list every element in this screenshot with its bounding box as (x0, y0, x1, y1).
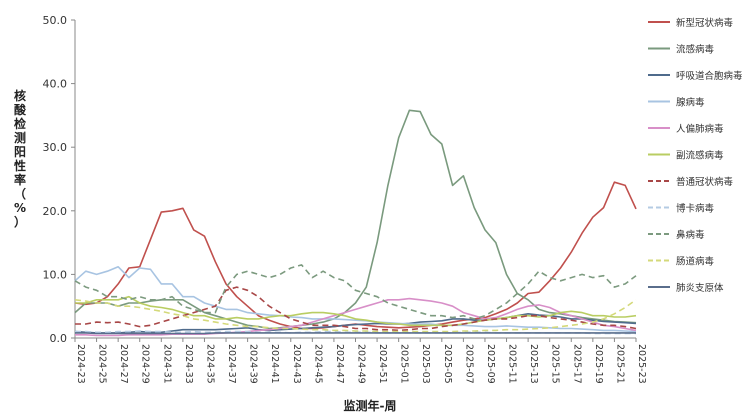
legend-label: 肺炎支原体 (676, 282, 724, 294)
x-tick-label: 2025-13 (528, 344, 539, 384)
series-line-8 (74, 264, 637, 320)
series-line-6 (75, 286, 637, 332)
x-tick-label: 2025-03 (420, 344, 431, 384)
legend-label: 肠道病毒 (676, 256, 715, 268)
legend-label: 副流感病毒 (676, 150, 724, 162)
x-tick-label: 2024-35 (204, 344, 215, 384)
y-tick-label: 10.0 (43, 268, 68, 281)
series-lines (74, 109, 637, 337)
x-tick-label: 2025-11 (507, 344, 518, 384)
x-tick-label: 2024-41 (269, 344, 280, 384)
x-tick-label: 2024-37 (226, 344, 237, 384)
y-tick-label: 20.0 (43, 205, 68, 218)
legend-label: 人偏肺病毒 (676, 123, 724, 135)
x-tick-label: 2024-39 (248, 344, 259, 384)
y-axis-title: 核酸检测阳性率（%） (13, 88, 27, 229)
y-tick-label: 30.0 (43, 141, 68, 154)
series-line-1 (74, 109, 637, 330)
x-tick-label: 2024-49 (356, 344, 367, 384)
x-tick-label: 2025-15 (550, 344, 561, 384)
legend-label: 新型冠状病毒 (676, 17, 734, 29)
legend: 新型冠状病毒流感病毒呼吸道合胞病毒腺病毒人偏肺病毒副流感病毒普通冠状病毒博卡病毒… (648, 17, 742, 294)
y-tick-label: 50.0 (43, 14, 68, 27)
y-tick-label: 0.0 (50, 332, 68, 345)
x-tick-label: 2024-31 (161, 344, 172, 384)
y-axis: 0.0 10.0 20.0 30.0 40.0 50.0 (43, 14, 76, 345)
x-tick-label: 2024-47 (334, 344, 345, 384)
x-tick-label: 2024-51 (377, 344, 388, 384)
legend-label: 腺病毒 (676, 97, 705, 109)
x-tick-label: 2025-23 (636, 344, 647, 384)
x-axis-title: 监测年-周 (344, 398, 397, 413)
series-line-3 (74, 265, 637, 333)
series-line-4 (75, 297, 637, 337)
x-tick-label: 2025-17 (571, 344, 582, 384)
legend-label: 普通冠状病毒 (676, 176, 734, 188)
series-line-10 (75, 332, 636, 335)
x-axis: 2024-23 2024-25 2024-27 2024-29 2024-31 2024-… (74, 337, 647, 384)
x-tick-label: 2024-45 (312, 344, 323, 384)
x-tick-label: 2025-09 (485, 344, 496, 384)
x-tick-label: 2024-25 (97, 344, 108, 384)
x-tick-label: 2024-29 (140, 344, 151, 384)
legend-label: 鼻病毒 (676, 229, 705, 241)
x-tick-label: 2024-27 (118, 344, 129, 384)
x-tick-label: 2024-23 (75, 344, 86, 384)
x-tick-label: 2025-05 (442, 344, 453, 384)
series-line-9 (74, 299, 637, 333)
x-tick-label: 2025-19 (593, 344, 604, 384)
x-tick-label: 2024-33 (183, 344, 194, 384)
x-tick-label: 2025-01 (399, 344, 410, 384)
y-tick-label: 40.0 (43, 78, 68, 91)
legend-label: 流感病毒 (676, 44, 715, 56)
legend-label: 博卡病毒 (676, 203, 715, 215)
x-tick-label: 2025-21 (614, 344, 625, 384)
legend-label: 呼吸道合胞病毒 (676, 70, 742, 82)
x-tick-label: 2025-07 (463, 344, 474, 384)
x-tick-label: 2024-43 (291, 344, 302, 384)
